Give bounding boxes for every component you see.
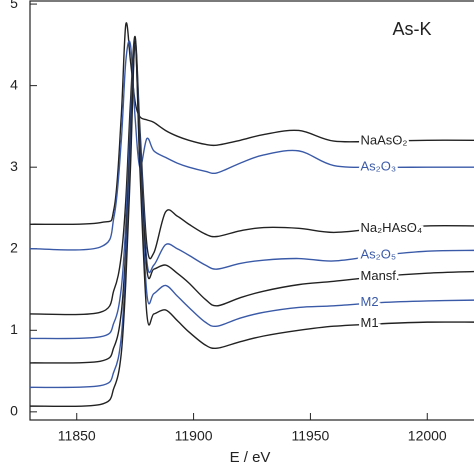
- y-tick-label: 4: [10, 76, 18, 92]
- spectrum-line: [29, 40, 474, 364]
- series-label: M2: [361, 294, 379, 309]
- series-label: M1: [361, 315, 379, 330]
- spectrum-line: [29, 40, 474, 251]
- y-tick-label: 1: [10, 321, 18, 337]
- x-tick-label: 11950: [291, 428, 329, 444]
- spectrum-line: [29, 35, 474, 316]
- y-tick-label: 5: [10, 0, 18, 11]
- series-label: As₂O₅: [361, 247, 397, 262]
- plot-frame: [29, 0, 474, 421]
- x-tick-label: 11850: [58, 428, 96, 444]
- series-label: As₂O₃: [361, 159, 397, 174]
- series-label: Na₂HAsO₄: [361, 220, 423, 235]
- y-tick-label: 3: [10, 158, 18, 174]
- series-label: NaAsO₂: [361, 133, 408, 148]
- x-axis-label: E / eV: [230, 449, 271, 466]
- spectrum-line: [29, 44, 474, 389]
- chart-title: As-K: [392, 19, 431, 39]
- spectrum-line: [29, 40, 474, 340]
- x-tick-label: 12000: [408, 428, 447, 444]
- spectrum-line: [29, 44, 474, 408]
- x-tick-label: 11900: [175, 428, 213, 444]
- y-tick-label: 2: [10, 239, 18, 255]
- series-label: Mansf.: [361, 268, 400, 283]
- spectrum-line: [29, 22, 474, 226]
- y-tick-label: 0: [10, 403, 18, 419]
